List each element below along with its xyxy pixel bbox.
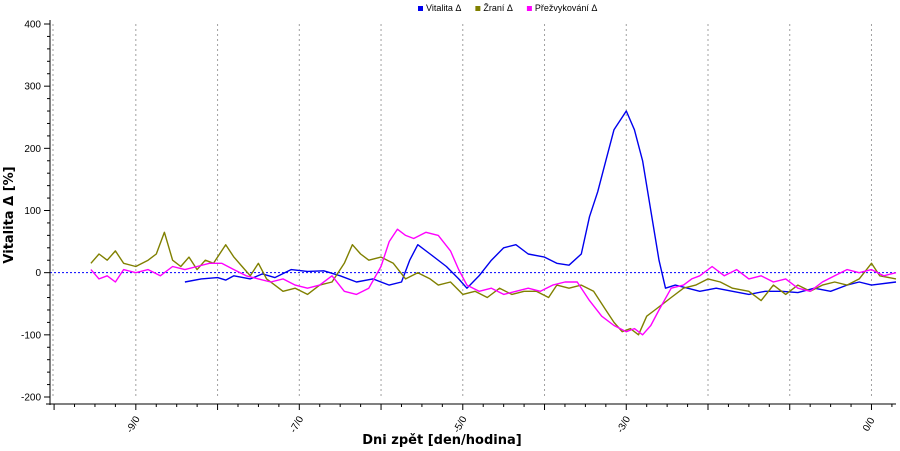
y-tick-label: 100 — [24, 206, 41, 217]
legend-swatch-2 — [526, 6, 532, 11]
y-tick-label: -200 — [21, 393, 41, 404]
legend-swatch-0 — [418, 6, 423, 11]
legend-swatch-1 — [475, 6, 481, 11]
y-tick-label: 200 — [24, 144, 41, 155]
y-tick-label: 0 — [35, 268, 41, 279]
legend-label-1: Žraní Δ — [483, 3, 513, 13]
x-tick-label: -5/0 — [452, 414, 470, 435]
legend-label-0: Vitalita Δ — [426, 3, 461, 13]
series-line-2 — [90, 228, 897, 336]
grid — [50, 24, 896, 397]
series-lines — [90, 110, 897, 336]
legend: Vitalita Δ Žraní Δ Přežvykování Δ — [418, 3, 597, 13]
y-tick-label: 400 — [24, 20, 41, 31]
series-line-1 — [90, 231, 897, 336]
y-tick-label: 300 — [24, 82, 41, 93]
series-line-0 — [184, 110, 897, 296]
y-axis-title: Vitalita Δ [%] — [2, 166, 17, 263]
x-axis-title: Dni zpět [den/hodina] — [362, 433, 521, 448]
y-tick-label: -100 — [21, 330, 41, 341]
x-tick-label: -3/0 — [615, 414, 633, 435]
x-tick-label: -9/0 — [125, 414, 143, 435]
x-tick-label: -7/0 — [288, 414, 306, 435]
axes: -200 -100 0 100 200 300 400 -9/0 -7/0 -5/0 -3/0 0/0 — [21, 20, 896, 435]
legend-label-2: Přežvykování Δ — [535, 3, 598, 13]
x-tick-label: 0/0 — [861, 416, 878, 434]
